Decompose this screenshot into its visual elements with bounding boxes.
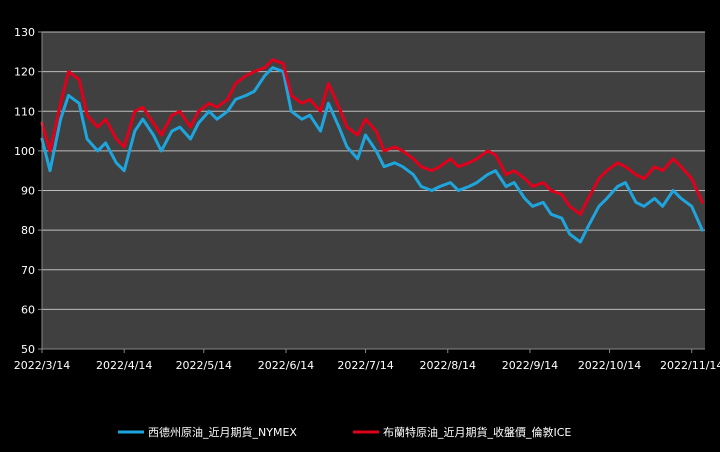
x-tick-label: 2022/10/14	[578, 359, 641, 372]
legend-label-1: 西德州原油_近月期貨_NYMEX	[148, 425, 297, 439]
y-tick-label: 50	[21, 343, 35, 356]
x-tick-label: 2022/8/14	[420, 359, 476, 372]
x-tick-label: 2022/4/14	[96, 359, 152, 372]
legend: 西德州原油_近月期貨_NYMEX 布蘭特原油_近月期貨_收盤價_倫敦ICE	[118, 425, 571, 439]
y-tick-label: 70	[21, 264, 35, 277]
y-tick-label: 90	[21, 185, 35, 198]
y-tick-label: 120	[14, 66, 35, 79]
y-axis-ticks: 50 60 70 80 90 100 110 120 130	[14, 26, 42, 356]
x-tick-label: 2022/5/14	[176, 359, 232, 372]
legend-label-2: 布蘭特原油_近月期貨_收盤價_倫敦ICE	[383, 425, 571, 439]
series-lines	[40, 58, 704, 244]
series-line-2	[40, 58, 704, 216]
y-tick-label: 80	[21, 224, 35, 237]
x-axis-ticks: 2022/3/14 2022/4/14 2022/5/14 2022/6/14 2022…	[14, 349, 720, 372]
series-line-1	[40, 66, 704, 244]
y-tick-label: 100	[14, 145, 35, 158]
x-tick-label: 2022/3/14	[14, 359, 70, 372]
y-tick-label: 60	[21, 303, 35, 316]
x-tick-label: 2022/9/14	[502, 359, 558, 372]
y-tick-label: 110	[14, 105, 35, 118]
gridlines	[42, 31, 705, 310]
x-tick-label: 2022/11/14	[660, 359, 720, 372]
x-tick-label: 2022/6/14	[258, 359, 314, 372]
x-tick-label: 2022/7/14	[337, 359, 393, 372]
y-tick-label: 130	[14, 26, 35, 39]
